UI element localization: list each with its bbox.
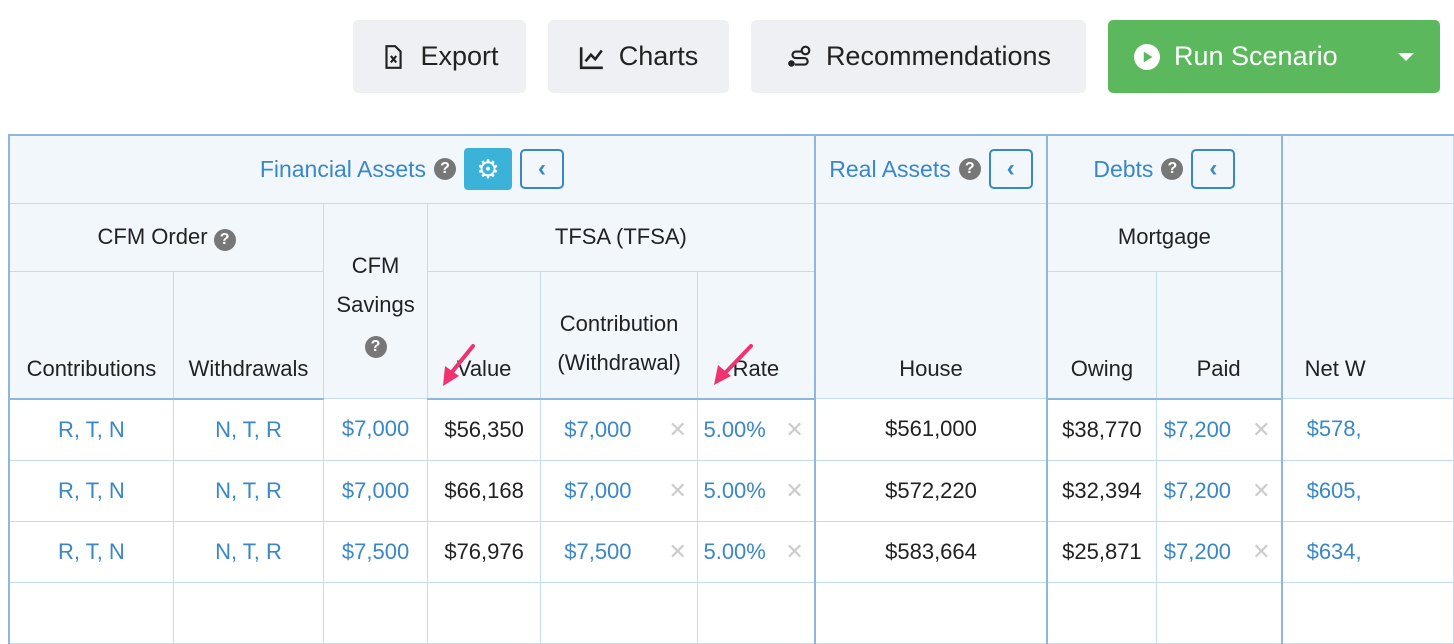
help-icon[interactable]: ? bbox=[364, 335, 387, 358]
mortgage-paid-cell: $7,200 ✕ bbox=[1155, 520, 1283, 583]
clear-x-icon[interactable]: ✕ bbox=[1252, 477, 1271, 503]
contributions-header: Contributions bbox=[7, 270, 174, 400]
mortgage-owing: $32,394 bbox=[1046, 459, 1157, 522]
cfm-order-header: CFM Order ? bbox=[8, 202, 325, 272]
help-icon[interactable]: ? bbox=[1161, 158, 1184, 181]
table-row: R, T, N N, T, R $7,000 $56,350 $7,000 ✕ 5… bbox=[7, 398, 1454, 461]
table-row bbox=[7, 581, 1454, 644]
net-worth-link[interactable]: $578, bbox=[1280, 398, 1454, 461]
empty-header bbox=[1280, 134, 1454, 204]
contributions-order-link[interactable]: R, T, N bbox=[7, 398, 174, 461]
mortgage-paid-cell: $7,200 ✕ bbox=[1155, 398, 1283, 461]
collapse-chevron-left-icon[interactable]: ‹ bbox=[988, 149, 1033, 190]
owing-header: Owing bbox=[1046, 270, 1157, 400]
rate-link[interactable]: 5.00% bbox=[703, 538, 766, 564]
clear-x-icon[interactable]: ✕ bbox=[785, 416, 804, 442]
tfsa-contribution-cell: $7,500 ✕ bbox=[540, 520, 698, 583]
rate-cell: 5.00% ✕ bbox=[696, 398, 816, 461]
withdrawals-order-link[interactable]: N, T, R bbox=[172, 520, 325, 583]
contribution-withdrawal-header: Contribution (Withdrawal) bbox=[540, 270, 698, 400]
net-worth-header: Net W bbox=[1280, 202, 1454, 399]
rate-cell: 5.00% ✕ bbox=[696, 520, 816, 583]
mortgage-paid-link[interactable]: $7,200 bbox=[1163, 538, 1232, 564]
help-icon[interactable]: ? bbox=[213, 228, 236, 251]
contributions-order-link[interactable]: R, T, N bbox=[7, 520, 174, 583]
charts-label: Charts bbox=[618, 41, 699, 71]
financial-assets-header: Financial Assets? ⚙ ‹ bbox=[8, 134, 816, 204]
debts-header: Debts? ‹ bbox=[1046, 134, 1283, 204]
withdrawals-order-link[interactable]: N, T, R bbox=[172, 398, 325, 461]
tfsa-value: $76,976 bbox=[426, 520, 542, 583]
run-scenario-button[interactable]: Run Scenario bbox=[1108, 20, 1440, 93]
real-assets-header: Real Assets? ‹ bbox=[813, 134, 1048, 204]
cfm-savings-header: CFM Savings? bbox=[323, 202, 428, 399]
tfsa-contribution-cell: $7,000 ✕ bbox=[540, 459, 698, 522]
mortgage-owing: $38,770 bbox=[1046, 398, 1157, 461]
dropdown-caret-icon[interactable] bbox=[1398, 53, 1414, 61]
tfsa-contribution-cell: $7,000 ✕ bbox=[540, 398, 698, 461]
net-worth-link[interactable]: $605, bbox=[1280, 459, 1454, 522]
collapse-chevron-left-icon[interactable]: ‹ bbox=[1191, 149, 1236, 190]
cfm-savings-link[interactable]: $7,000 bbox=[323, 398, 428, 461]
cfm-savings-link[interactable]: $7,500 bbox=[323, 520, 428, 583]
table-row: R, T, N N, T, R $7,000 $66,168 $7,000 ✕ 5… bbox=[7, 459, 1454, 522]
clear-x-icon[interactable]: ✕ bbox=[668, 477, 687, 503]
house-header: House bbox=[813, 202, 1048, 399]
house-value: $561,000 bbox=[813, 398, 1048, 461]
tfsa-value: $66,168 bbox=[426, 459, 542, 522]
play-circle-icon bbox=[1134, 43, 1160, 70]
paid-header: Paid bbox=[1155, 270, 1283, 400]
collapse-chevron-left-icon[interactable]: ‹ bbox=[520, 149, 565, 190]
clear-x-icon[interactable]: ✕ bbox=[785, 538, 804, 564]
tfsa-value: $56,350 bbox=[426, 398, 542, 461]
excel-file-icon bbox=[385, 44, 403, 69]
cfm-savings-link[interactable]: $7,000 bbox=[323, 459, 428, 522]
tfsa-contribution-link[interactable]: $7,000 bbox=[564, 477, 632, 503]
clear-x-icon[interactable]: ✕ bbox=[668, 416, 687, 442]
mortgage-header: Mortgage bbox=[1046, 202, 1283, 272]
mortgage-paid-cell: $7,200 ✕ bbox=[1155, 459, 1283, 522]
export-button[interactable]: Export bbox=[353, 20, 526, 93]
clear-x-icon[interactable]: ✕ bbox=[1252, 416, 1271, 442]
help-icon[interactable]: ? bbox=[434, 158, 457, 181]
line-chart-icon bbox=[579, 46, 603, 69]
gear-icon[interactable]: ⚙ bbox=[464, 148, 513, 191]
clear-x-icon[interactable]: ✕ bbox=[1252, 538, 1271, 564]
help-icon[interactable]: ? bbox=[958, 158, 981, 181]
cfm-savings-label: CFM Savings bbox=[336, 253, 415, 318]
mortgage-owing: $25,871 bbox=[1046, 520, 1157, 583]
value-header: Value bbox=[426, 270, 542, 400]
export-label: Export bbox=[420, 41, 499, 71]
real-assets-label[interactable]: Real Assets bbox=[829, 155, 951, 182]
withdrawals-header: Withdrawals bbox=[172, 270, 325, 400]
clear-x-icon[interactable]: ✕ bbox=[668, 538, 687, 564]
tfsa-contribution-link[interactable]: $7,000 bbox=[564, 416, 632, 442]
cfm-order-label: CFM Order bbox=[97, 223, 208, 249]
clear-x-icon[interactable]: ✕ bbox=[785, 477, 804, 503]
debts-label[interactable]: Debts bbox=[1093, 155, 1154, 182]
withdrawals-order-link[interactable]: N, T, R bbox=[172, 459, 325, 522]
rate-link[interactable]: 5.00% bbox=[703, 416, 766, 442]
net-worth-link[interactable]: $634, bbox=[1280, 520, 1454, 583]
contributions-order-link[interactable]: R, T, N bbox=[7, 459, 174, 522]
route-icon bbox=[788, 45, 811, 67]
tfsa-contribution-link[interactable]: $7,500 bbox=[564, 538, 632, 564]
financial-assets-label[interactable]: Financial Assets bbox=[259, 155, 427, 182]
mortgage-paid-link[interactable]: $7,200 bbox=[1163, 416, 1232, 442]
tfsa-header: TFSA (TFSA) bbox=[426, 202, 816, 272]
mortgage-paid-link[interactable]: $7,200 bbox=[1163, 477, 1232, 503]
house-value: $583,664 bbox=[813, 520, 1048, 583]
rate-cell: 5.00% ✕ bbox=[696, 459, 816, 522]
recommendations-button[interactable]: Recommendations bbox=[751, 20, 1086, 93]
house-value: $572,220 bbox=[813, 459, 1048, 522]
rate-header: Rate bbox=[696, 270, 816, 400]
table-row: R, T, N N, T, R $7,500 $76,976 $7,500 ✕ 5… bbox=[7, 520, 1454, 583]
charts-button[interactable]: Charts bbox=[548, 20, 729, 93]
recommendations-label: Recommendations bbox=[825, 41, 1052, 71]
scenario-table: Financial Assets? ⚙ ‹ Real Assets? ‹ Debts?… bbox=[7, 134, 1454, 644]
run-scenario-label: Run Scenario bbox=[1174, 41, 1338, 71]
rate-link[interactable]: 5.00% bbox=[703, 477, 766, 503]
